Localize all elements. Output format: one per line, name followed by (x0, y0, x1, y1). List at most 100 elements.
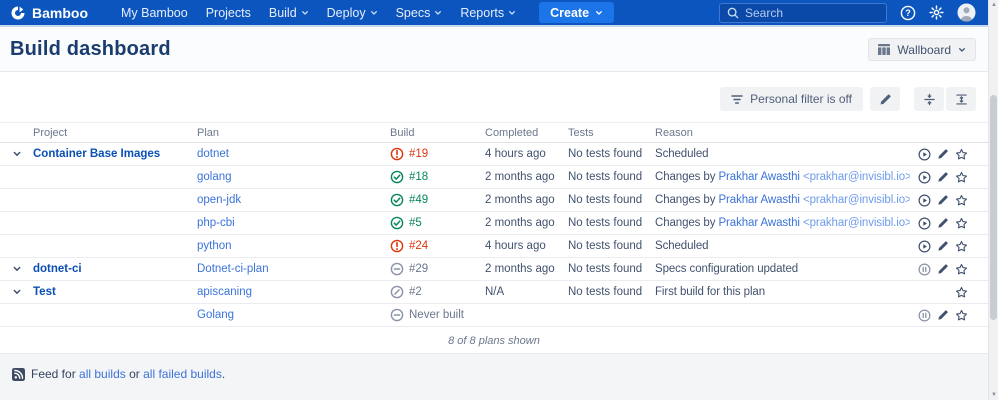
plan-cell: open-jdk (197, 194, 390, 206)
scrollbar-down-arrow[interactable]: ▼ (991, 392, 997, 398)
chevron-down-icon (508, 9, 516, 17)
page-title: Build dashboard (10, 38, 171, 60)
create-button[interactable]: Create (539, 2, 615, 23)
favourite-plan-button[interactable] (955, 148, 968, 161)
help-icon[interactable]: ? (900, 5, 916, 21)
project-link[interactable]: Test (33, 286, 56, 298)
reason-author-link[interactable]: Prakhar Awasthi (718, 171, 800, 183)
run-plan-button[interactable] (918, 171, 931, 184)
favourite-plan-button[interactable] (955, 171, 968, 184)
rss-feed-icon (12, 368, 25, 381)
edit-plan-button[interactable] (937, 309, 949, 321)
reason-cell: Scheduled (655, 240, 910, 252)
project-cell: Container Base Images (33, 148, 197, 160)
project-link[interactable]: dotnet-ci (33, 263, 82, 275)
build-disabled-icon (918, 263, 931, 276)
expand-all-button[interactable] (946, 87, 976, 111)
build-number-link[interactable]: #5 (409, 217, 422, 229)
search-icon (727, 7, 739, 19)
favourite-plan-button[interactable] (955, 240, 968, 253)
plan-link[interactable]: dotnet (197, 148, 229, 160)
favourite-plan-button[interactable] (955, 263, 968, 276)
run-plan-button[interactable] (918, 217, 931, 230)
build-number-link[interactable]: #19 (409, 148, 429, 160)
nav-item-my-bamboo[interactable]: My Bamboo (121, 6, 188, 20)
plan-link[interactable]: golang (197, 171, 232, 183)
build-cell: #24 (390, 239, 485, 253)
plan-link[interactable]: python (197, 240, 232, 252)
scrollbar-up-arrow[interactable]: ▲ (991, 2, 997, 8)
edit-plan-button[interactable] (937, 148, 949, 160)
status-notbuilt-icon (390, 262, 404, 276)
build-cell: #5 (390, 216, 485, 230)
nav-item-projects[interactable]: Projects (206, 6, 251, 20)
favourite-plan-button[interactable] (955, 217, 968, 230)
plan-link[interactable]: php-cbi (197, 217, 235, 229)
edit-plan-button[interactable] (937, 194, 949, 206)
build-number-link[interactable]: #29 (409, 263, 429, 275)
expand-collapse-group (914, 87, 976, 111)
all-builds-link[interactable]: all builds (79, 367, 126, 381)
feed-text: Feed for all builds or all failed builds… (31, 367, 225, 381)
build-number-link[interactable]: #24 (409, 240, 429, 252)
reason-cell: Scheduled (655, 148, 910, 160)
plan-link[interactable]: apiscaning (197, 286, 252, 298)
reason-text: Changes by (655, 194, 719, 206)
reason-author-email[interactable]: <prakhar@invisibl.io> (799, 171, 910, 183)
filter-icon (731, 94, 743, 105)
bamboo-logo[interactable]: Bamboo (10, 5, 88, 21)
search-box[interactable] (719, 2, 887, 23)
gear-icon[interactable] (929, 5, 944, 20)
build-number-link[interactable]: #49 (409, 194, 429, 206)
collapse-all-button[interactable] (914, 87, 944, 111)
project-link[interactable]: Container Base Images (33, 148, 161, 160)
avatar[interactable] (957, 3, 976, 22)
favourite-plan-button[interactable] (955, 309, 968, 322)
completed-cell: 2 months ago (485, 263, 555, 275)
reason-text: Changes by (655, 217, 719, 229)
personal-filter-label: Personal filter is off (750, 92, 852, 106)
build-number-link[interactable]: #2 (409, 286, 422, 298)
plan-link[interactable]: Dotnet-ci-plan (197, 263, 269, 275)
search-input[interactable] (745, 5, 879, 20)
nav-item-build[interactable]: Build (269, 6, 309, 20)
column-header-reason: Reason (655, 126, 693, 139)
edit-plan-button[interactable] (937, 240, 949, 252)
nav-item-reports[interactable]: Reports (460, 6, 516, 20)
plan-link[interactable]: Golang (197, 309, 235, 321)
all-failed-builds-link[interactable]: all failed builds (143, 367, 222, 381)
project-expand-chevron[interactable] (12, 287, 22, 297)
row-actions (910, 148, 988, 161)
nav-item-specs[interactable]: Specs (396, 6, 443, 20)
plan-link[interactable]: open-jdk (197, 194, 242, 206)
project-chevron-cell (0, 264, 33, 274)
wallboard-button[interactable]: Wallboard (868, 38, 976, 61)
reason-cell: Changes by Prakhar Awasthi <prakhar@invi… (655, 171, 910, 183)
favourite-plan-button[interactable] (955, 286, 968, 299)
status-success-icon (390, 193, 404, 207)
build-number-link[interactable]: #18 (409, 171, 429, 183)
run-plan-button[interactable] (918, 148, 931, 161)
personal-filter-button[interactable]: Personal filter is off (720, 87, 863, 111)
project-expand-chevron[interactable] (12, 264, 22, 274)
reason-author-link[interactable]: Prakhar Awasthi (718, 194, 800, 206)
row-actions (910, 217, 988, 230)
project-expand-chevron[interactable] (12, 149, 22, 159)
nav-item-deploy[interactable]: Deploy (327, 6, 378, 20)
scrollbar-thumb[interactable] (990, 95, 997, 320)
favourite-plan-button[interactable] (955, 194, 968, 207)
reason-author-email[interactable]: <prakhar@invisibl.io> (799, 217, 910, 229)
edit-plan-button[interactable] (937, 217, 949, 229)
status-failed-icon (390, 147, 404, 161)
reason-author-email[interactable]: <prakhar@invisibl.io> (799, 194, 910, 206)
edit-plan-button[interactable] (937, 171, 949, 183)
vertical-scrollbar[interactable]: ▲ ▼ (988, 0, 998, 400)
run-plan-button[interactable] (918, 194, 931, 207)
edit-plan-button[interactable] (937, 263, 949, 275)
feed-middle: or (129, 367, 140, 381)
column-header-tests: Tests (568, 126, 594, 139)
collapse-all-icon (923, 93, 936, 106)
edit-filter-button[interactable] (870, 87, 900, 111)
reason-author-link[interactable]: Prakhar Awasthi (718, 217, 800, 229)
run-plan-button[interactable] (918, 240, 931, 253)
